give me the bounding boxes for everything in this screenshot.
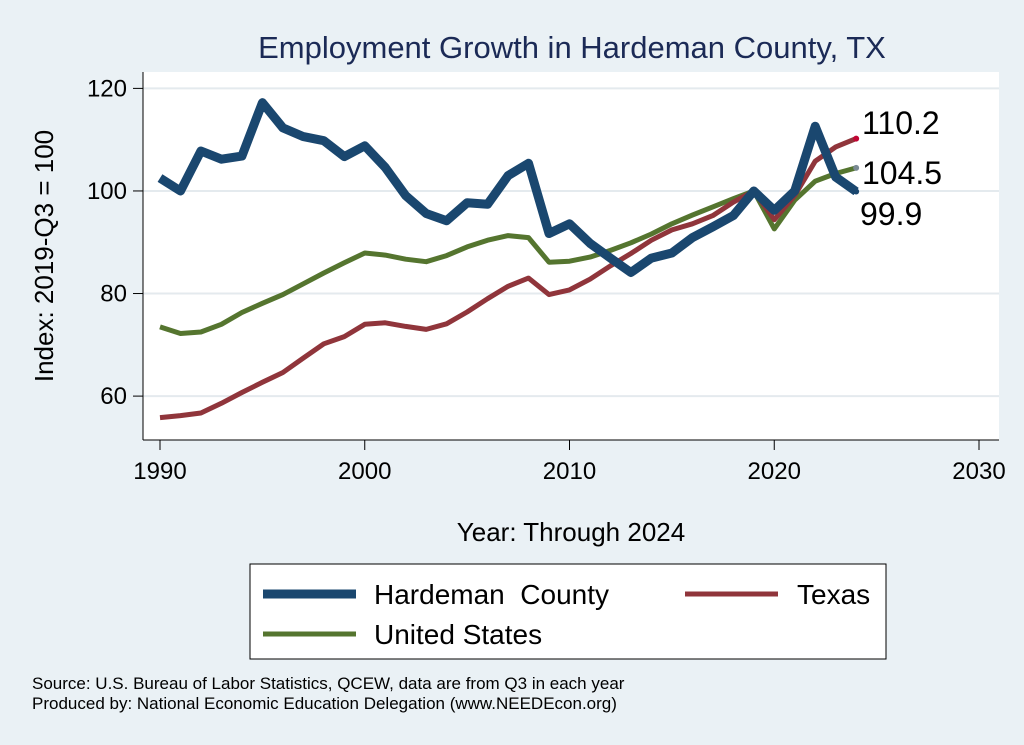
- chart-title: Employment Growth in Hardeman County, TX: [258, 30, 886, 65]
- legend-label-texas: Texas: [797, 579, 870, 610]
- legend-label-us: United States: [374, 619, 542, 650]
- producer-note: Produced by: National Economic Education…: [32, 694, 617, 713]
- series-layer: [157, 98, 859, 421]
- x-tick-label-1990: 1990: [133, 458, 186, 485]
- y-axis-title: Index: 2019-Q3 = 100: [29, 130, 59, 382]
- end-point-hardeman-county: [853, 188, 860, 195]
- end-labels: 99.9 110.2 104.5: [853, 105, 942, 232]
- x-ticks: 1990 2000 2010 2020 2030: [133, 440, 1006, 485]
- y-tick-label-120: 120: [87, 75, 127, 102]
- x-axis-title: Year: Through 2024: [457, 517, 685, 547]
- end-label-texas: 110.2: [862, 105, 940, 141]
- series-line-hardeman-county: [157, 98, 859, 277]
- legend: Hardeman County Texas United States: [249, 563, 887, 660]
- x-tick-label-2030: 2030: [952, 458, 1005, 485]
- y-tick-label-60: 60: [100, 383, 127, 410]
- legend-label-hardeman: Hardeman County: [374, 579, 609, 610]
- x-tick-label-2010: 2010: [543, 458, 596, 485]
- x-tick-label-2000: 2000: [338, 458, 391, 485]
- series-line-texas: [159, 136, 858, 421]
- legend-box: [249, 563, 887, 660]
- end-label-hardeman-county: 99.9: [860, 196, 922, 232]
- end-label-united-states: 104.5: [862, 155, 942, 191]
- end-point-united-states: [853, 164, 860, 171]
- y-tick-label-100: 100: [87, 178, 127, 205]
- y-tick-label-80: 80: [100, 281, 127, 308]
- y-ticks: 60 80 100 120: [87, 75, 143, 410]
- source-note: Source: U.S. Bureau of Labor Statistics,…: [32, 674, 625, 693]
- x-tick-label-2020: 2020: [748, 458, 801, 485]
- end-point-texas: [853, 135, 860, 142]
